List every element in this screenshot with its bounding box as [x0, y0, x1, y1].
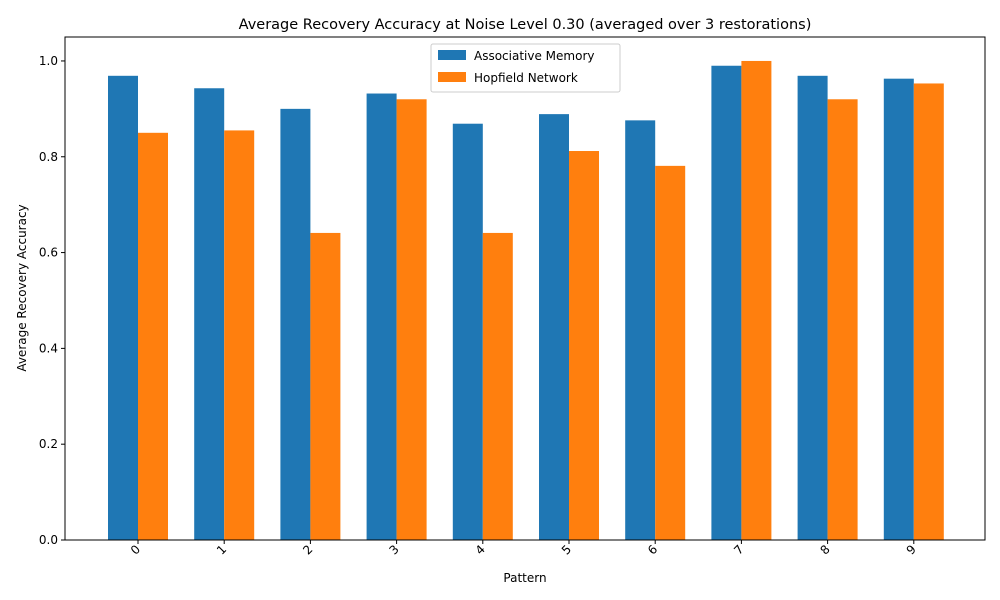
bars-group	[108, 60, 944, 541]
y-tick-label: 0.0	[39, 533, 58, 547]
bar-associative-memory-3	[366, 93, 397, 540]
x-axis-label: Pattern	[503, 571, 546, 585]
legend-box	[430, 43, 621, 93]
y-tick-label: 0.2	[39, 437, 58, 451]
bar-associative-memory-5	[539, 114, 569, 541]
bar-associative-memory-0	[108, 75, 138, 540]
bar-hopfield-network-1	[224, 130, 255, 540]
legend: Associative Memory Hopfield Network	[430, 43, 621, 93]
bar-associative-memory-9	[883, 78, 914, 541]
legend-label-associative-memory: Associative Memory	[474, 49, 594, 63]
bar-associative-memory-7	[711, 65, 742, 540]
bar-associative-memory-4	[452, 123, 483, 541]
bar-hopfield-network-9	[913, 83, 944, 540]
legend-swatch-associative-memory	[438, 50, 466, 60]
bar-associative-memory-6	[625, 120, 656, 541]
y-tick-label: 0.6	[39, 246, 58, 260]
bar-hopfield-network-6	[655, 165, 686, 540]
chart-title: Average Recovery Accuracy at Noise Level…	[239, 17, 812, 33]
y-axis-ticks: 0.0 0.2 0.4 0.6 0.8 1.0	[39, 54, 65, 547]
y-tick-label: 0.8	[39, 150, 58, 164]
plot-frame	[64, 36, 986, 541]
legend-swatch-hopfield-network	[438, 72, 466, 82]
y-tick-label: 0.4	[39, 341, 58, 355]
bar-hopfield-network-7	[741, 60, 772, 540]
bar-associative-memory-8	[797, 75, 828, 540]
bar-hopfield-network-3	[396, 99, 427, 541]
bar-hopfield-network-4	[482, 232, 513, 540]
bar-hopfield-network-5	[569, 151, 599, 540]
bar-hopfield-network-8	[827, 99, 858, 541]
legend-label-hopfield-network: Hopfield Network	[474, 71, 578, 85]
y-axis-label: Average Recovery Accuracy	[15, 204, 29, 371]
y-tick-label: 1.0	[39, 54, 58, 68]
bar-hopfield-network-0	[138, 132, 168, 541]
bar-associative-memory-1	[194, 88, 225, 541]
bar-hopfield-network-2	[310, 232, 341, 540]
bar-associative-memory-2	[280, 108, 311, 540]
